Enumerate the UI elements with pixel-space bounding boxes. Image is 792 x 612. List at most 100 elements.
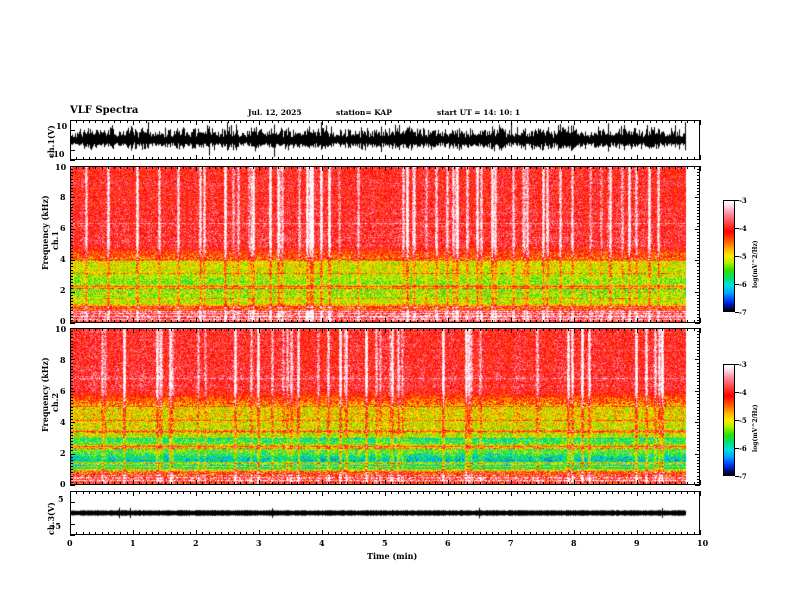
tick-mark [70,169,73,170]
tick-mark [372,328,373,331]
tick-mark [114,482,115,485]
tick-mark [139,166,140,169]
tick-mark [549,120,550,123]
tick-mark [536,157,537,160]
tick-mark [697,482,700,483]
tick-mark [697,407,700,408]
tick-mark [360,320,361,323]
tick-mark [114,157,115,160]
tick-mark [76,320,77,323]
tick-mark [697,276,700,277]
tick-mark [70,530,71,535]
tick-mark [108,328,109,331]
tick-mark [152,532,153,535]
tick-mark [171,166,172,169]
colorbar-ch2 [723,364,735,476]
tick-mark [580,328,581,331]
tick-mark [417,328,418,331]
tick-mark [697,273,700,274]
tick-mark [429,482,430,485]
tick-mark [454,482,455,485]
tick-mark [643,328,644,331]
tick-mark [697,304,700,305]
tick-mark [568,328,569,331]
tick-mark [555,320,556,323]
tick-mark [480,320,481,323]
tick-mark [70,179,73,180]
tick-mark [697,444,700,445]
tick-mark [303,166,304,169]
tick-mark [234,482,235,485]
tick-mark [473,532,474,535]
tick-mark [700,318,701,323]
tick-mark [486,320,487,323]
tick-mark [70,337,73,338]
tick-mark [70,344,73,345]
tick-mark [498,157,499,160]
tick-mark [278,320,279,323]
tick-mark [530,166,531,169]
tick-mark [524,482,525,485]
tick-mark [461,491,462,494]
tick-mark [656,320,657,323]
tick-mark [228,320,229,323]
tick-mark [183,166,184,169]
tick-mark [555,491,556,494]
tick-mark [303,157,304,160]
tick-mark [697,207,700,208]
tick-mark [316,166,317,169]
tick-mark [700,120,701,125]
tick-mark [656,157,657,160]
tick-mark [158,166,159,169]
tick-mark [697,172,700,173]
tick-mark [95,120,96,123]
tick-mark [697,466,700,467]
tick-mark [448,491,449,496]
tick-mark [612,166,613,169]
tick-mark [209,482,210,485]
tick-mark [568,532,569,535]
tick-mark [379,157,380,160]
tick-mark [461,328,462,331]
tick-mark [549,482,550,485]
tick-mark [354,120,355,123]
ch1-ytick-pos: 10 [56,121,68,131]
tick-mark [70,288,73,289]
tick-mark [574,328,575,333]
tick-mark [297,532,298,535]
tick-mark [637,480,638,485]
tick-mark [669,532,670,535]
tick-mark [561,482,562,485]
tick-mark [95,157,96,160]
tick-mark [114,320,115,323]
tick-mark [442,166,443,169]
tick-mark [372,120,373,123]
tick-mark [70,369,73,370]
tick-mark [681,320,682,323]
tick-mark [70,441,73,442]
tick-mark [70,223,73,224]
tick-mark [70,160,75,161]
tick-mark [360,328,361,331]
tick-mark [272,328,273,331]
tick-mark [379,320,380,323]
tick-mark [127,532,128,535]
tick-mark [209,491,210,494]
tick-mark [694,320,695,323]
tick-mark [473,166,474,169]
tick-mark [341,320,342,323]
tick-mark [372,532,373,535]
tick-mark [341,482,342,485]
tick-mark [637,318,638,323]
x-tick-0: 0 [67,538,73,548]
tick-mark [404,532,405,535]
tick-mark [322,328,323,333]
tick-mark [278,157,279,160]
x-tick-5: 5 [382,538,388,548]
tick-mark [272,157,273,160]
tick-mark [473,328,474,331]
tick-mark [284,532,285,535]
ch1-spec-ytick-6: 6 [60,223,66,233]
tick-mark [354,328,355,331]
